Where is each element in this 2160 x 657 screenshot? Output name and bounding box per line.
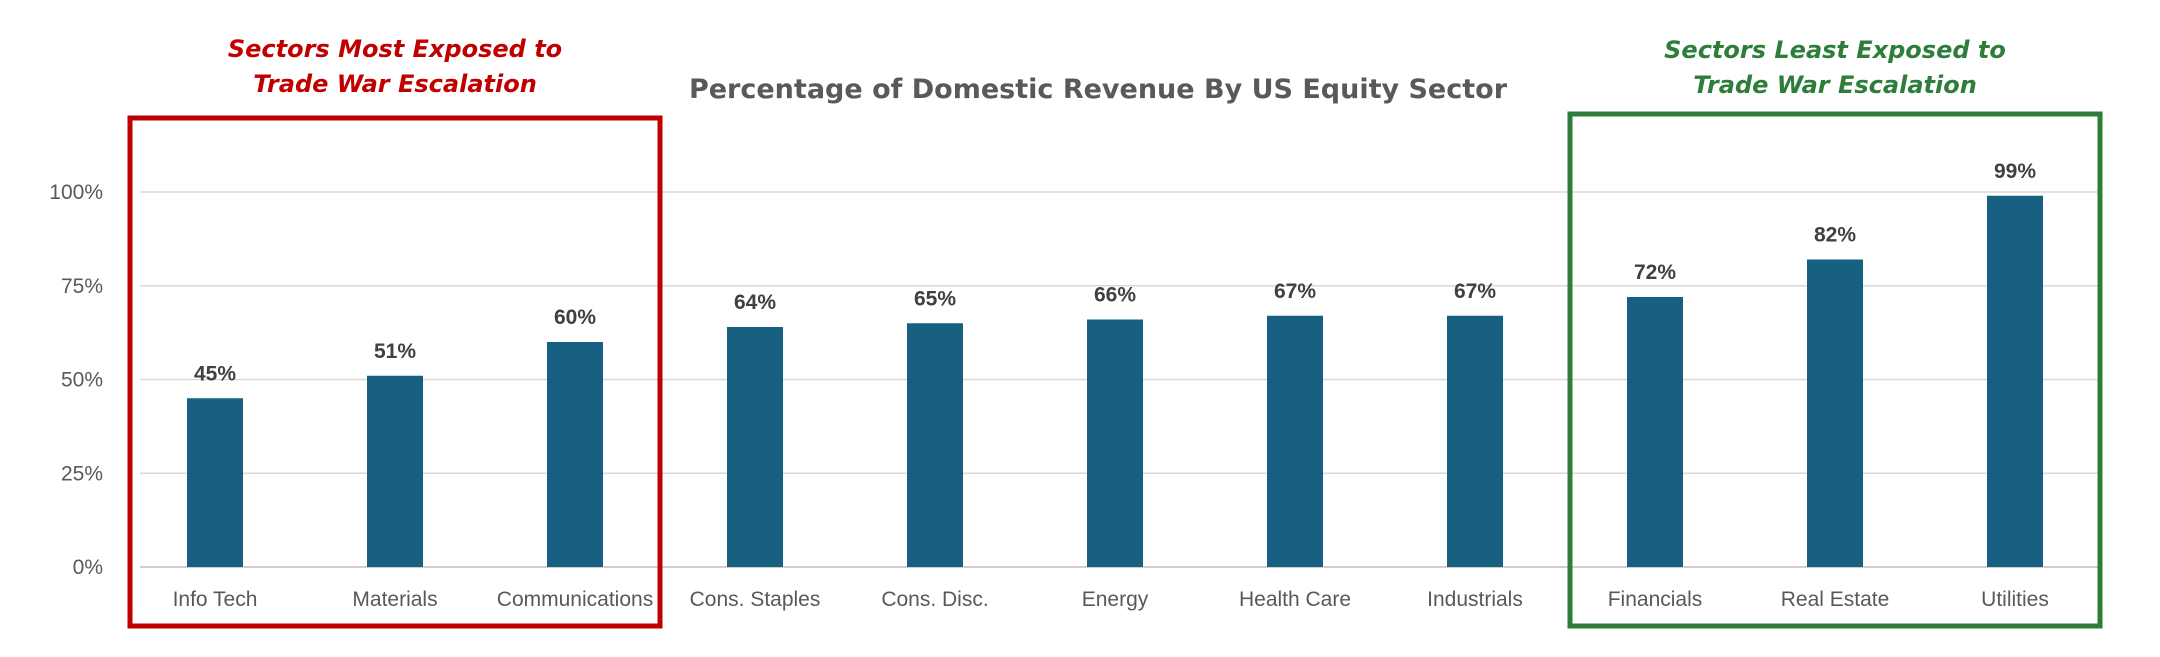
data-label: 67%	[1274, 280, 1316, 303]
data-label: 67%	[1454, 280, 1496, 303]
callouts: Sectors Most Exposed to Trade War Escalat…	[127, 35, 2103, 629]
bar	[1267, 315, 1323, 567]
bar	[907, 323, 963, 567]
y-tick-label: 50%	[61, 369, 103, 392]
bar	[1807, 259, 1863, 567]
y-tick-label: 75%	[61, 275, 103, 298]
bar	[187, 398, 243, 567]
y-tick-label: 0%	[73, 556, 103, 579]
x-tick-label: Communications	[497, 588, 653, 611]
bars	[187, 195, 2043, 567]
data-label: 60%	[554, 306, 596, 329]
bar	[1627, 297, 1683, 567]
data-labels: 45% 51% 60% 64% 65% 66% 67% 67% 72% 82% 99%	[194, 160, 2036, 386]
callout-box	[1567, 111, 2103, 629]
chart-title: Percentage of Domestic Revenue By US Equ…	[689, 74, 1508, 105]
x-axis: Info Tech Materials Communications Cons. St…	[173, 588, 2049, 611]
data-label: 82%	[1814, 224, 1856, 247]
bar	[367, 375, 423, 567]
y-axis: 0% 25% 50% 75% 100%	[49, 181, 103, 579]
callout-text: Trade War Escalation	[1693, 71, 1977, 99]
x-tick-label: Cons. Disc.	[881, 588, 988, 611]
x-tick-label: Energy	[1082, 588, 1149, 611]
callout-text: Sectors Least Exposed to	[1664, 36, 2006, 64]
data-label: 65%	[914, 287, 956, 310]
bar	[1987, 195, 2043, 567]
bar	[727, 327, 783, 567]
x-tick-label: Real Estate	[1781, 588, 1890, 611]
x-tick-label: Cons. Staples	[690, 588, 821, 611]
data-label: 45%	[194, 362, 236, 385]
data-label: 99%	[1994, 160, 2036, 183]
callout-text: Sectors Most Exposed to	[228, 35, 562, 63]
data-label: 51%	[374, 340, 416, 363]
y-tick-label: 100%	[49, 181, 103, 204]
callout-text: Trade War Escalation	[253, 70, 537, 98]
data-label: 72%	[1634, 261, 1676, 284]
x-tick-label: Utilities	[1981, 588, 2049, 611]
data-label: 64%	[734, 291, 776, 314]
data-label: 66%	[1094, 284, 1136, 307]
x-tick-label: Info Tech	[173, 588, 258, 611]
x-tick-label: Financials	[1608, 588, 1703, 611]
x-tick-label: Health Care	[1239, 588, 1351, 611]
y-tick-label: 25%	[61, 462, 103, 485]
bar	[547, 342, 603, 567]
callout-box	[127, 115, 663, 629]
bar	[1447, 315, 1503, 567]
x-tick-label: Materials	[352, 588, 437, 611]
bar	[1087, 319, 1143, 567]
x-tick-label: Industrials	[1427, 588, 1523, 611]
